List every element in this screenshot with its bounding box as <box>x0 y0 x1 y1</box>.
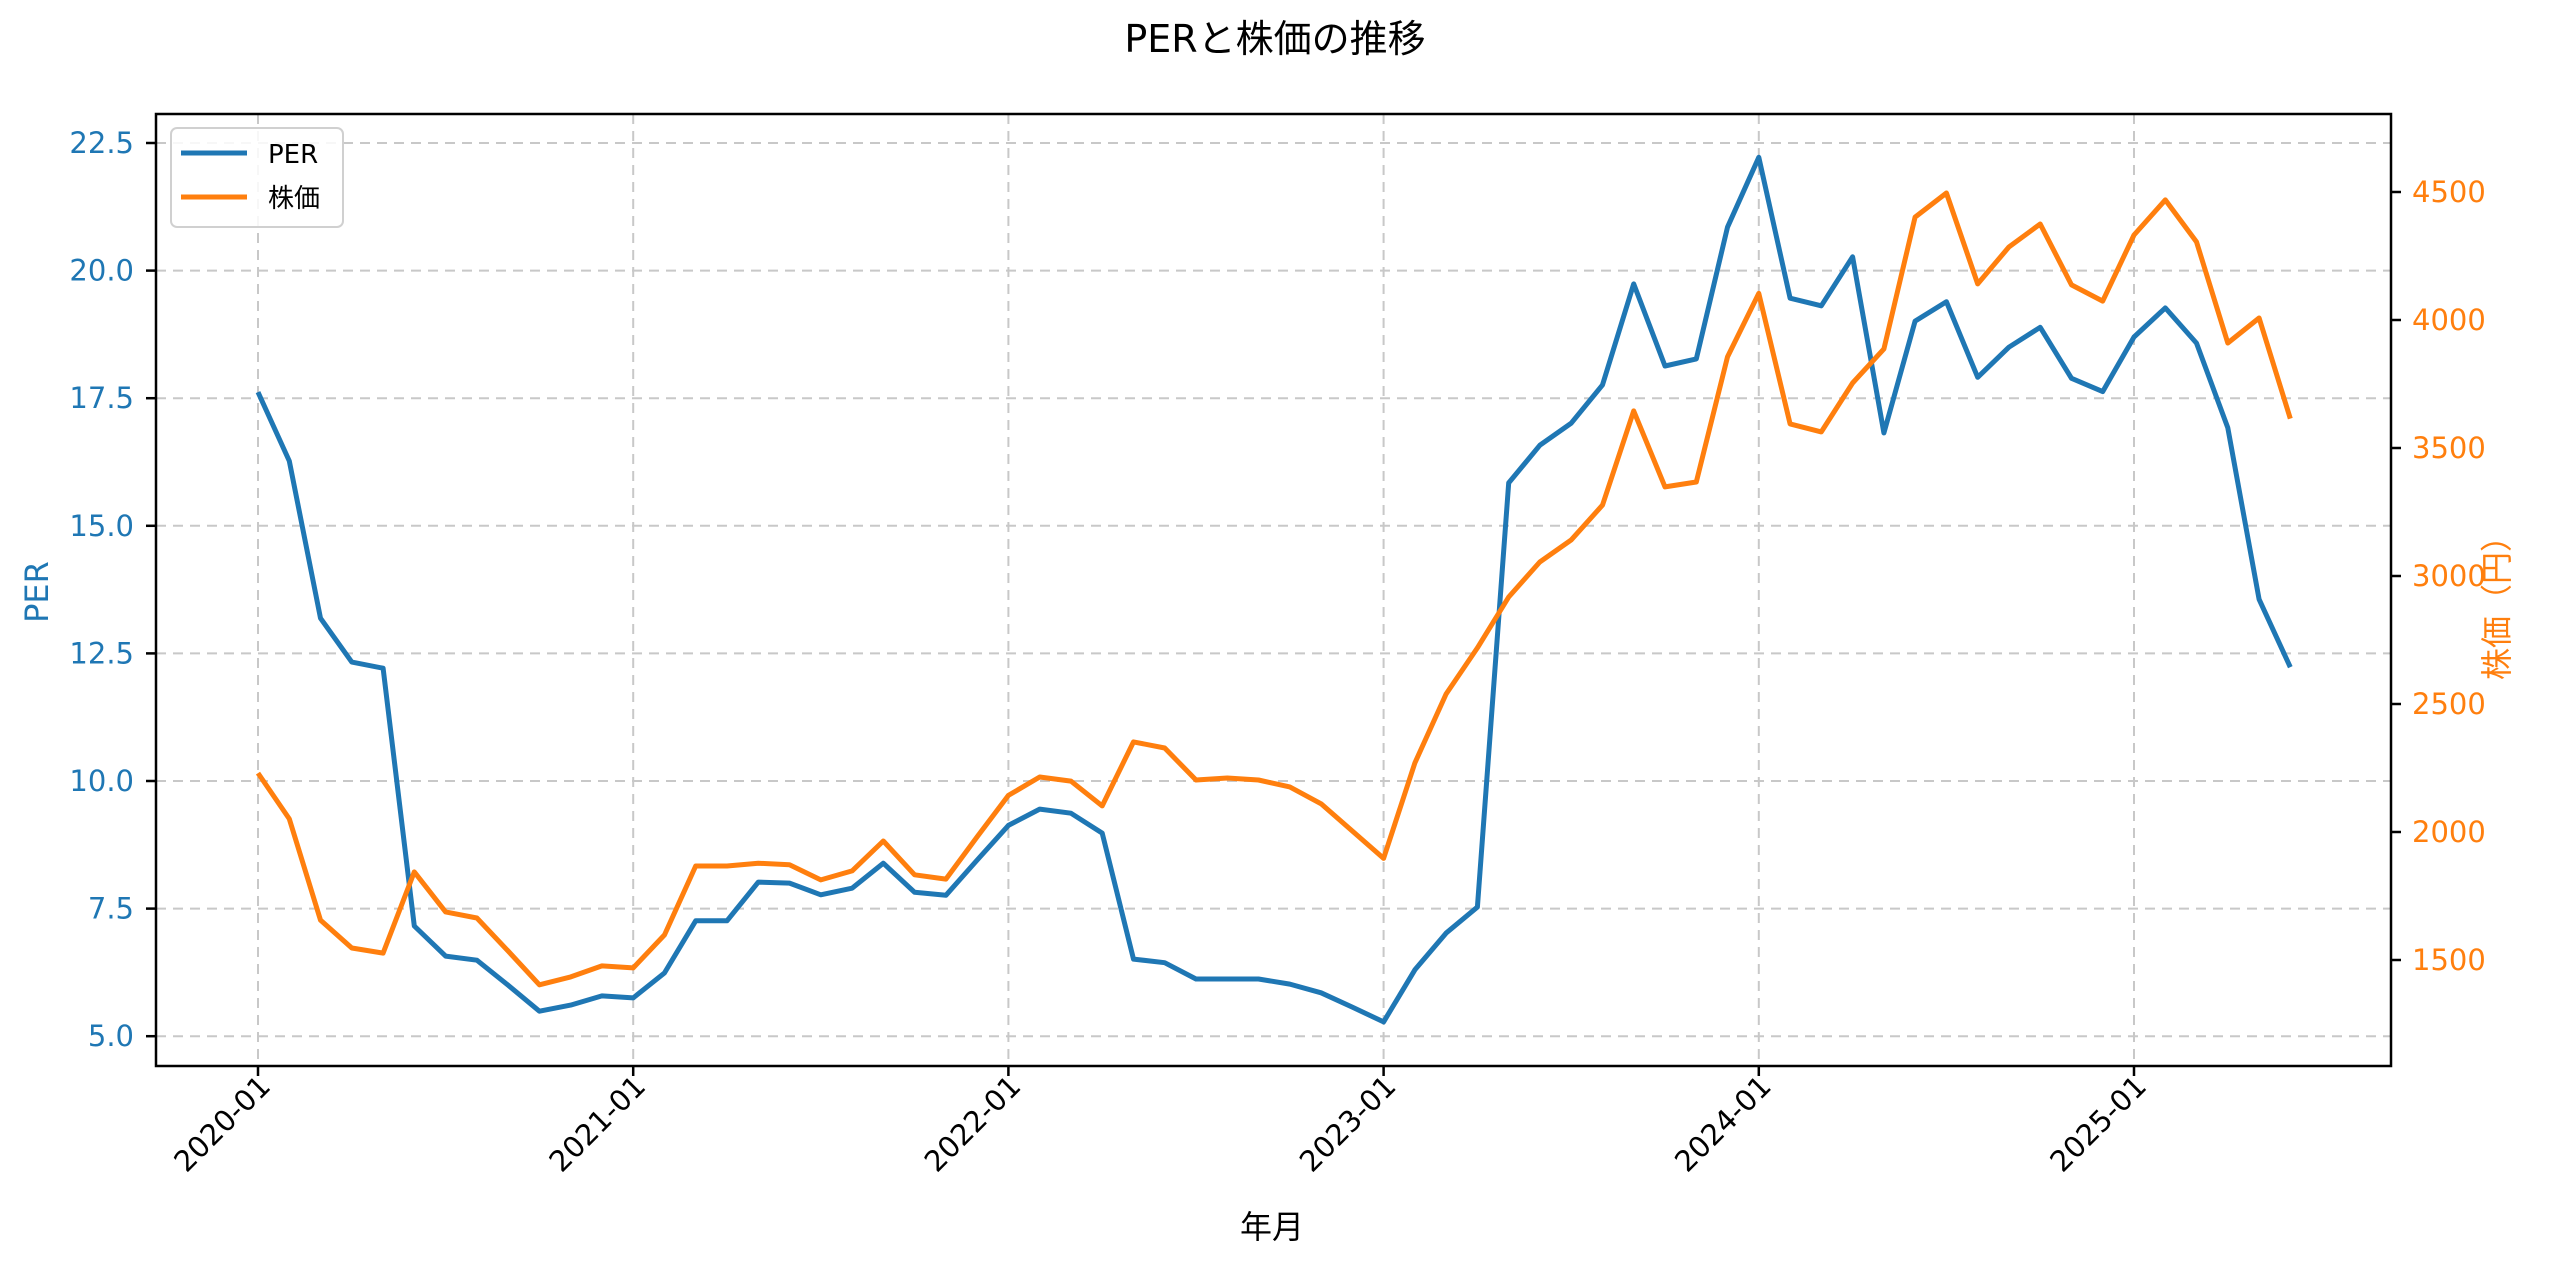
y-axis-left-label: PER <box>18 561 56 623</box>
legend: PER 株価 <box>170 127 344 228</box>
legend-label-price: 株価 <box>268 184 320 214</box>
x-axis: 2020-01 2021-01 2022-01 2023-01 2024-01 2025-… <box>167 1066 2153 1179</box>
y-right-tick-label: 2000 <box>2412 815 2486 849</box>
y-left-tick-label: 5.0 <box>88 1019 134 1053</box>
y-left-tick-label: 15.0 <box>69 509 134 543</box>
axes-frame <box>154 112 2393 1068</box>
y-left-tick-label: 7.5 <box>88 892 134 926</box>
y-left-tick-label: 10.0 <box>69 764 134 798</box>
y-right-tick-label: 1500 <box>2412 943 2486 977</box>
y-right-tick-label: 4000 <box>2412 303 2486 337</box>
y-axis-right: 1500 2000 2500 3000 3500 4000 4500 <box>2391 175 2486 977</box>
y-left-tick-label: 17.5 <box>69 381 134 415</box>
y-left-tick-label: 22.5 <box>69 126 134 160</box>
x-tick-label: 2025-01 <box>2043 1069 2153 1179</box>
y-right-tick-label: 3000 <box>2412 559 2486 593</box>
x-tick-label: 2020-01 <box>167 1069 277 1179</box>
series-line-per <box>255 154 2293 1025</box>
y-right-tick-label: 4500 <box>2412 175 2486 209</box>
y-left-tick-label: 20.0 <box>69 254 134 288</box>
series-line-price <box>255 190 2293 988</box>
gridlines <box>156 114 2391 1066</box>
y-left-tick-label: 12.5 <box>69 636 134 670</box>
x-tick-label: 2023-01 <box>1293 1069 1403 1179</box>
y-right-tick-label: 2500 <box>2412 687 2486 721</box>
x-tick-label: 2024-01 <box>1668 1069 1778 1179</box>
legend-label-per: PER <box>268 140 318 170</box>
x-tick-label: 2022-01 <box>918 1069 1028 1179</box>
y-axis-right-label: 株価（円） <box>2478 520 2516 680</box>
y-right-tick-label: 3500 <box>2412 431 2486 465</box>
y-axis-left: 5.0 7.5 10.0 12.5 15.0 17.5 20.0 22.5 <box>69 126 156 1053</box>
x-tick-label: 2021-01 <box>542 1069 652 1179</box>
x-axis-label: 年月 <box>1240 1208 1304 1246</box>
plot-area <box>255 154 2293 1025</box>
chart-title: PERと株価の推移 <box>1124 17 1425 61</box>
